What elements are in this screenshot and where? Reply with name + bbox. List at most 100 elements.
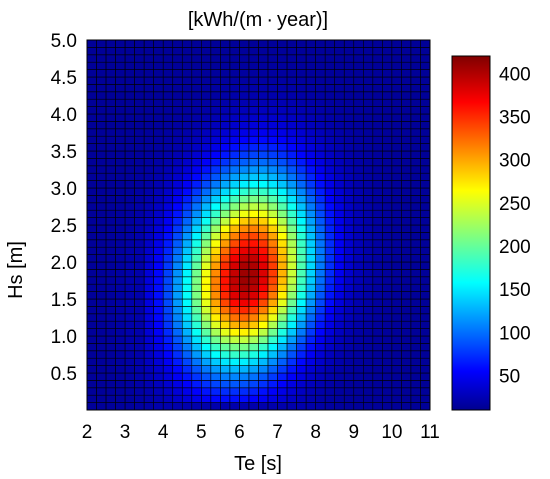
heatmap-cell <box>239 328 250 337</box>
heatmap-cell <box>181 121 193 130</box>
heatmap-cell <box>134 276 145 285</box>
heatmap-cell <box>96 283 107 292</box>
heatmap-cell <box>277 357 288 366</box>
heatmap-cell <box>105 335 116 344</box>
heatmap-cell <box>382 209 393 218</box>
heatmap-cell <box>96 84 107 93</box>
heatmap-cell <box>239 224 250 233</box>
heatmap-cell <box>267 91 278 100</box>
heatmap-cell <box>353 202 364 211</box>
heatmap-cell <box>239 84 250 93</box>
heatmap-cell <box>201 306 212 315</box>
heatmap-cell <box>258 394 269 403</box>
heatmap-cell <box>382 335 393 344</box>
heatmap-cell <box>220 150 231 159</box>
heatmap-cell <box>124 128 135 137</box>
heatmap-cell <box>420 172 431 181</box>
heatmap-cell <box>153 246 164 255</box>
heatmap-cell <box>153 394 164 403</box>
heatmap-cell <box>420 180 431 189</box>
heatmap-cell <box>153 165 164 174</box>
heatmap-cell <box>201 380 212 389</box>
heatmap-cell <box>86 283 97 292</box>
heatmap-cell <box>172 254 183 263</box>
heatmap-cell <box>277 98 288 107</box>
heatmap-cell <box>401 98 412 107</box>
heatmap-cell <box>172 172 183 181</box>
heatmap-cell <box>153 84 164 93</box>
heatmap-cell <box>153 150 164 159</box>
heatmap-cell <box>372 61 383 70</box>
heatmap-cell <box>343 239 355 248</box>
heatmap-cell <box>353 394 364 403</box>
heatmap-cell <box>229 91 240 100</box>
heatmap-cell <box>210 84 221 93</box>
heatmap-cell <box>286 150 297 159</box>
heatmap-cell <box>86 106 97 115</box>
heatmap-cell <box>96 350 107 359</box>
heatmap-cell <box>86 76 97 85</box>
heatmap-cell <box>115 106 126 115</box>
heatmap-cell <box>220 54 231 63</box>
heatmap-cell <box>124 195 135 204</box>
heatmap-cell <box>181 350 193 359</box>
heatmap-cell <box>191 69 202 78</box>
heatmap-cell <box>410 276 421 285</box>
heatmap-cell <box>162 39 174 48</box>
heatmap-cell <box>86 98 97 107</box>
heatmap-cell <box>277 254 288 263</box>
heatmap-cell <box>248 39 259 48</box>
heatmap-cell <box>372 298 383 307</box>
heatmap-cell <box>420 283 431 292</box>
heatmap-cell <box>391 276 402 285</box>
heatmap-cell <box>334 209 345 218</box>
heatmap-cell <box>134 224 145 233</box>
heatmap-cell <box>391 261 402 270</box>
heatmap-cell <box>382 357 393 366</box>
heatmap-cell <box>248 372 259 381</box>
colorbar-tick-label: 150 <box>499 280 531 301</box>
heatmap-cell <box>143 202 154 211</box>
heatmap-cell <box>248 246 259 255</box>
heatmap-cell <box>86 365 97 374</box>
heatmap-cell <box>363 387 374 396</box>
heatmap-cell <box>124 343 135 352</box>
heatmap-cell <box>248 98 259 107</box>
heatmap-cell <box>220 269 231 278</box>
heatmap-cell <box>181 150 193 159</box>
x-tick-label: 4 <box>158 422 169 443</box>
heatmap-cell <box>324 121 336 130</box>
heatmap-cell <box>286 387 297 396</box>
heatmap-cell <box>382 69 393 78</box>
x-tick-label: 5 <box>196 422 207 443</box>
heatmap-cell <box>172 232 183 241</box>
heatmap-cell <box>363 283 374 292</box>
heatmap-cell <box>334 380 345 389</box>
heatmap-cell <box>363 328 374 337</box>
heatmap-cell <box>258 291 269 300</box>
heatmap-cell <box>315 91 326 100</box>
heatmap-cell <box>410 313 421 322</box>
heatmap-cell <box>143 209 154 218</box>
heatmap-cell <box>191 224 202 233</box>
heatmap-cell <box>210 387 221 396</box>
heatmap-cell <box>124 232 135 241</box>
heatmap-cell <box>143 365 154 374</box>
heatmap-cell <box>363 91 374 100</box>
heatmap-cell <box>363 254 374 263</box>
heatmap-cell <box>105 69 116 78</box>
heatmap-cell <box>401 402 412 411</box>
heatmap-cell <box>391 165 402 174</box>
heatmap-cell <box>258 254 269 263</box>
heatmap-cell <box>372 84 383 93</box>
heatmap-cell <box>210 69 221 78</box>
heatmap-cell <box>258 246 269 255</box>
heatmap-cell <box>229 106 240 115</box>
heatmap-cell <box>401 320 412 329</box>
heatmap-cell <box>324 47 336 56</box>
heatmap-cell <box>372 328 383 337</box>
heatmap-cell <box>191 246 202 255</box>
heatmap-cell <box>96 209 107 218</box>
heatmap-cell <box>181 91 193 100</box>
heatmap-cell <box>210 328 221 337</box>
